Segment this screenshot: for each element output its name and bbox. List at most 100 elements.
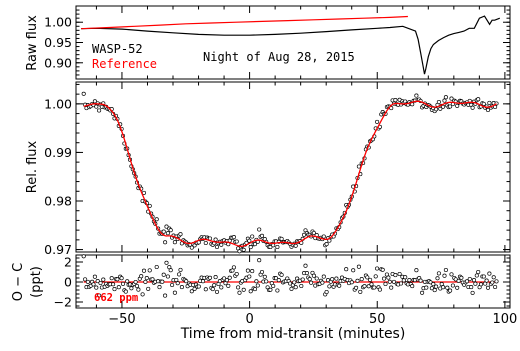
residual-point [372,285,377,290]
tick-marks [76,5,510,308]
residual-point [321,274,326,279]
residual-point [210,287,215,292]
flux-point [393,98,398,103]
x-tick-label: 100 [492,312,517,327]
residual-point [212,283,217,288]
residual-point [231,265,236,270]
residual-point [146,286,151,291]
residual-point [485,285,491,290]
y-tick-label: 1.00 [44,15,72,30]
flux-point [248,245,253,250]
residual-point [226,283,231,288]
flux-point [154,217,159,222]
flux-point [241,247,246,252]
residual-point [81,254,86,259]
residual-point [292,280,297,285]
flux-point [443,95,448,100]
flux-point [147,203,152,208]
flux-point [163,240,168,245]
residual-point [410,284,415,289]
residual-point [432,288,437,293]
residual-point [334,276,339,281]
flux-point [434,107,439,112]
residual-point [227,275,232,280]
residual-point [119,276,124,281]
residual-point [389,285,394,290]
flux-point [164,224,169,229]
residual-point [164,260,169,265]
residual-point [327,284,332,289]
flux-point [168,228,173,233]
residual-point [349,280,354,285]
y-tick-label: 0.90 [44,55,72,70]
residual-point [275,288,280,293]
residual-point [365,275,370,280]
residual-point [219,285,224,290]
residual-point [418,278,423,283]
residual-ylabel: O − C [11,263,26,301]
tick-labels: 0.90 0.95 1.00 0.97 0.98 0.99 1.00 −2 0 2 −50 0 50 10… [44,15,517,327]
flux-point [257,227,262,232]
residual-point [255,283,260,288]
relative-panel-frame [75,81,511,253]
flux-point [161,229,166,234]
flux-point [275,244,280,250]
flux-point [481,101,486,106]
residual-point [391,279,397,284]
residual-point [85,279,90,284]
flux-point [259,233,265,238]
flux-point [476,97,481,102]
residual-point [354,285,359,290]
residual-point [150,277,155,282]
raw-series-line [81,15,501,75]
x-tick-label: 50 [369,312,386,327]
flux-point [485,107,491,113]
residual-point [259,269,265,275]
x-tick-label: 0 [245,312,253,327]
residual-point [474,273,479,278]
residual-point [442,273,447,278]
residual-point [493,284,498,290]
residual-point [178,267,183,272]
residual-point [473,281,478,286]
flux-point [213,237,218,242]
residual-point [279,272,284,277]
residual-point [449,272,454,277]
residual-point [368,277,373,282]
y-tick-label: 2 [64,255,72,270]
x-axis-label: Time from mid-transit (minutes) [180,326,406,342]
night-annotation: Night of Aug 28, 2015 [203,50,355,64]
residual-point [386,275,391,280]
residual-point [247,274,252,279]
residual-point [161,272,166,277]
y-tick-label: −2 [54,295,72,310]
residual-point [300,277,305,282]
flux-point [321,234,326,239]
residual-point [196,284,201,289]
flux-point [441,104,446,109]
residual-point [443,267,448,273]
flux-point [356,164,361,169]
residual-point [203,287,208,292]
residual-point [429,286,434,291]
residual-point [382,276,387,281]
residual-point [94,285,99,290]
residual-point [407,278,412,283]
flux-point [165,231,170,236]
residual-point [487,271,492,276]
flux-point [97,108,102,113]
residual-point [254,279,259,284]
residual-point [414,268,419,273]
residual-point [134,283,140,289]
residual-point [369,282,374,287]
residual-point [139,274,144,279]
residual-point [403,275,408,280]
y-tick-label: 0.95 [44,35,72,50]
residual-point [330,277,335,282]
flux-point [487,100,492,105]
residual-point [116,285,121,290]
flux-point [189,245,194,250]
residual-point [91,282,96,287]
flux-point [219,242,224,247]
